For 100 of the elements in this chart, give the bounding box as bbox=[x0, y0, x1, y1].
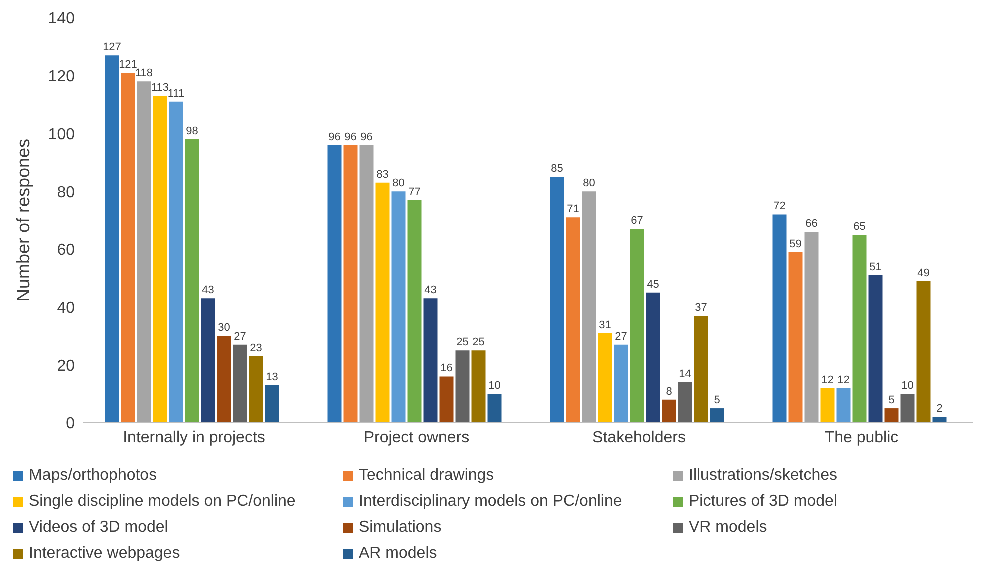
bar bbox=[424, 298, 438, 423]
bar bbox=[884, 408, 899, 423]
bar bbox=[550, 177, 564, 423]
data-label: 25 bbox=[456, 336, 469, 349]
data-label: 80 bbox=[583, 178, 596, 190]
y-tick-label: 20 bbox=[57, 358, 76, 375]
bar bbox=[772, 214, 787, 423]
data-label: 25 bbox=[472, 336, 485, 349]
data-label: 51 bbox=[870, 261, 882, 274]
bar bbox=[360, 145, 374, 423]
legend-label: Interdisciplinary models on PC/online bbox=[359, 493, 622, 511]
bar bbox=[121, 72, 136, 423]
x-tick-label: Project owners bbox=[364, 429, 470, 446]
data-label: 16 bbox=[440, 362, 453, 375]
data-label: 49 bbox=[918, 267, 930, 280]
bar bbox=[836, 388, 851, 423]
bar bbox=[328, 145, 342, 423]
data-label: 45 bbox=[647, 278, 660, 291]
y-tick-label: 0 bbox=[66, 416, 76, 433]
data-label: 5 bbox=[888, 394, 895, 407]
data-label: 27 bbox=[234, 330, 246, 343]
legend-label: Technical drawings bbox=[359, 467, 494, 485]
bar bbox=[137, 82, 152, 423]
bar bbox=[868, 275, 883, 423]
data-label: 67 bbox=[631, 215, 644, 228]
legend-label: Pictures of 3D model bbox=[689, 493, 838, 511]
data-label: 96 bbox=[360, 131, 373, 144]
data-label: 43 bbox=[424, 284, 437, 297]
bar bbox=[614, 344, 628, 423]
bar bbox=[566, 218, 580, 423]
bar bbox=[344, 145, 358, 423]
y-tick-label: 120 bbox=[48, 68, 76, 86]
bar bbox=[233, 344, 248, 423]
legend-label: Single discipline models on PC/online bbox=[29, 493, 296, 511]
data-label: 8 bbox=[666, 386, 672, 398]
bar bbox=[249, 356, 264, 423]
y-tick-label: 40 bbox=[57, 300, 76, 317]
data-label: 2 bbox=[936, 403, 943, 416]
x-tick-label: Stakeholders bbox=[592, 429, 686, 446]
data-label: 113 bbox=[151, 82, 170, 94]
legend-label: Illustrations/sketches bbox=[689, 467, 838, 485]
bar bbox=[598, 333, 612, 423]
data-label: 65 bbox=[854, 220, 866, 233]
data-label: 111 bbox=[168, 88, 185, 100]
data-label: 72 bbox=[774, 200, 786, 213]
y-tick-label: 60 bbox=[57, 242, 76, 260]
legend-label: Maps/orthophotos bbox=[29, 467, 158, 485]
bar bbox=[153, 96, 168, 423]
x-tick-label: Internally in projects bbox=[123, 429, 266, 446]
bar bbox=[456, 350, 470, 423]
data-label: 121 bbox=[119, 58, 138, 71]
data-label: 30 bbox=[218, 322, 230, 334]
bar bbox=[217, 336, 232, 423]
bar bbox=[900, 394, 915, 423]
data-label: 96 bbox=[328, 131, 341, 144]
bar bbox=[788, 252, 803, 423]
data-label: 96 bbox=[344, 131, 357, 144]
data-label: 23 bbox=[250, 342, 262, 354]
bar bbox=[916, 281, 931, 423]
data-label: 31 bbox=[599, 319, 612, 332]
data-label: 10 bbox=[488, 380, 501, 392]
data-label: 66 bbox=[806, 218, 818, 230]
data-label: 98 bbox=[186, 126, 198, 138]
bar bbox=[376, 182, 390, 423]
data-label: 37 bbox=[695, 302, 708, 314]
bar bbox=[169, 102, 184, 423]
data-label: 83 bbox=[376, 168, 389, 181]
bar bbox=[582, 192, 596, 423]
data-label: 77 bbox=[408, 186, 421, 198]
bar bbox=[820, 388, 835, 423]
bar bbox=[710, 408, 724, 423]
data-label: 127 bbox=[103, 42, 122, 54]
data-label: 85 bbox=[551, 163, 564, 176]
data-label: 10 bbox=[902, 380, 914, 392]
data-label: 12 bbox=[822, 374, 834, 386]
legend-label: Interactive webpages bbox=[29, 545, 180, 563]
y-tick-label: 140 bbox=[48, 10, 76, 28]
data-label: 80 bbox=[392, 178, 405, 190]
data-label: 14 bbox=[679, 368, 692, 380]
bar bbox=[804, 232, 819, 423]
bar bbox=[662, 400, 676, 423]
data-label: 27 bbox=[615, 330, 628, 343]
data-label: 118 bbox=[135, 68, 154, 80]
bar bbox=[201, 298, 216, 423]
data-label: 5 bbox=[714, 394, 720, 407]
bar bbox=[105, 56, 120, 423]
bar bbox=[488, 394, 502, 423]
legend-label: VR models bbox=[689, 519, 768, 537]
legend-label: Videos of 3D model bbox=[29, 519, 168, 537]
bar bbox=[852, 234, 867, 423]
legend-label: Simulations bbox=[359, 519, 442, 537]
bar bbox=[392, 192, 406, 423]
y-tick-label: 100 bbox=[48, 126, 76, 144]
bar bbox=[678, 382, 692, 423]
data-label: 13 bbox=[266, 371, 278, 384]
bar bbox=[694, 316, 708, 423]
bar bbox=[408, 200, 422, 423]
bar bbox=[472, 350, 486, 423]
data-label: 59 bbox=[790, 238, 802, 250]
bar bbox=[630, 229, 644, 423]
